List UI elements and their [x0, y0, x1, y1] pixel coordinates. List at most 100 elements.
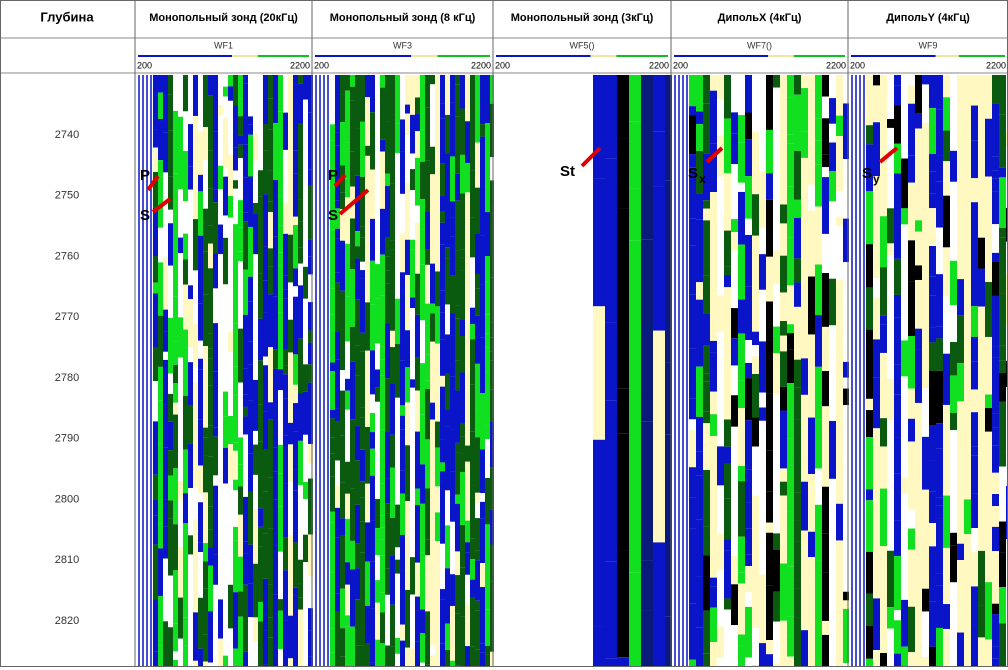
waveform-segment [808, 276, 815, 335]
waveform-segment [703, 153, 710, 185]
waveform-segment [410, 557, 415, 595]
waveform-segment [400, 75, 405, 120]
waveform-segment [430, 442, 435, 457]
waveform-segment [330, 437, 335, 454]
waveform-segment [330, 453, 335, 477]
waveform-segment [273, 594, 278, 648]
waveform-segment [283, 570, 288, 621]
waveform-segment [375, 445, 380, 457]
waveform-segment [243, 416, 248, 435]
waveform-segment [689, 228, 696, 246]
waveform-segment [223, 447, 228, 484]
track-title: Монопольный зонд (3кГц) [511, 12, 654, 24]
waveform-segment [843, 361, 850, 378]
waveform-segment [375, 161, 380, 179]
waveform-segment [999, 401, 1006, 453]
waveform-segment [605, 158, 617, 323]
curve-name: WF1 [214, 40, 233, 50]
waveform-segment [303, 210, 308, 267]
waveform-segment [724, 598, 731, 610]
waveform-segment [794, 359, 801, 388]
waveform-segment [233, 450, 238, 480]
waveform-segment [303, 364, 308, 392]
waveform-segment [808, 577, 815, 623]
waveform-segment [238, 556, 243, 592]
waveform-segment [957, 472, 964, 514]
waveform-segment [370, 394, 375, 413]
waveform-segment [696, 627, 703, 651]
waveform-segment [345, 626, 350, 666]
waveform-segment [440, 211, 445, 223]
waveform-segment [303, 514, 308, 535]
waveform-segment [829, 658, 836, 666]
waveform-segment [163, 309, 168, 332]
waveform-segment [943, 278, 950, 297]
waveform-segment [752, 532, 759, 557]
waveform-segment [815, 366, 822, 420]
waveform-segment [335, 486, 340, 508]
waveform-segment [335, 421, 340, 461]
waveform-segment [308, 443, 313, 464]
waveform-segment [258, 508, 263, 527]
waveform-segment [957, 110, 964, 163]
waveform-segment [198, 131, 203, 175]
waveform-segment [345, 390, 350, 410]
waveform-segment [173, 110, 178, 143]
waveform-segment [887, 628, 894, 666]
waveform-segment [480, 501, 485, 519]
waveform-segment [480, 652, 485, 666]
waveform-segment [915, 128, 922, 177]
waveform-segment [836, 322, 843, 337]
waveform-segment [360, 270, 365, 279]
waveform-segment [233, 147, 238, 171]
waveform-segment [440, 118, 445, 164]
waveform-segment [178, 444, 183, 453]
waveform-segment [985, 639, 992, 666]
waveform-segment [745, 139, 752, 177]
waveform-segment [460, 524, 465, 543]
waveform-segment [213, 202, 218, 254]
waveform-segment [168, 475, 173, 501]
waveform-left [672, 75, 689, 666]
waveform-segment [703, 653, 710, 666]
waveform-segment [731, 90, 738, 113]
waveform-segment [188, 498, 193, 536]
waveform-segment [360, 176, 365, 227]
waveform-segment [218, 254, 223, 290]
waveform-segment [208, 547, 213, 566]
waveform-segment [238, 437, 243, 465]
waveform-segment [829, 598, 836, 634]
waveform-segment [780, 223, 787, 256]
waveform-segment [163, 75, 168, 133]
waveform-segment [268, 201, 273, 213]
waveform-segment [440, 222, 445, 245]
waveform-segment [183, 523, 188, 576]
waveform-segment [238, 158, 243, 201]
waveform-segment [759, 289, 766, 342]
waveform-segment [223, 86, 228, 97]
waveform-segment [380, 527, 385, 540]
waveform-segment [978, 125, 985, 163]
waveform-segment [617, 138, 629, 209]
waveform-segment [355, 645, 360, 666]
waveform-segment [228, 564, 233, 585]
waveform-segment [908, 441, 915, 499]
waveform-segment [283, 289, 288, 299]
waveform-segment [355, 345, 360, 376]
waveform-segment [724, 173, 731, 220]
waveform-segment [780, 386, 787, 411]
waveform-segment [475, 234, 480, 274]
waveform-segment [943, 628, 950, 666]
waveform-segment [908, 336, 915, 389]
waveform-segment [360, 481, 365, 498]
waveform-segment [173, 341, 178, 365]
waveform-segment [425, 75, 430, 108]
waveform-segment [385, 554, 390, 569]
waveform-segment [943, 481, 950, 496]
waveform-segment [465, 542, 470, 553]
waveform-segment [808, 373, 815, 388]
waveform-segment [173, 296, 178, 342]
waveform-segment [887, 297, 894, 321]
waveform-segment [173, 651, 178, 660]
waveform-segment [400, 640, 405, 666]
